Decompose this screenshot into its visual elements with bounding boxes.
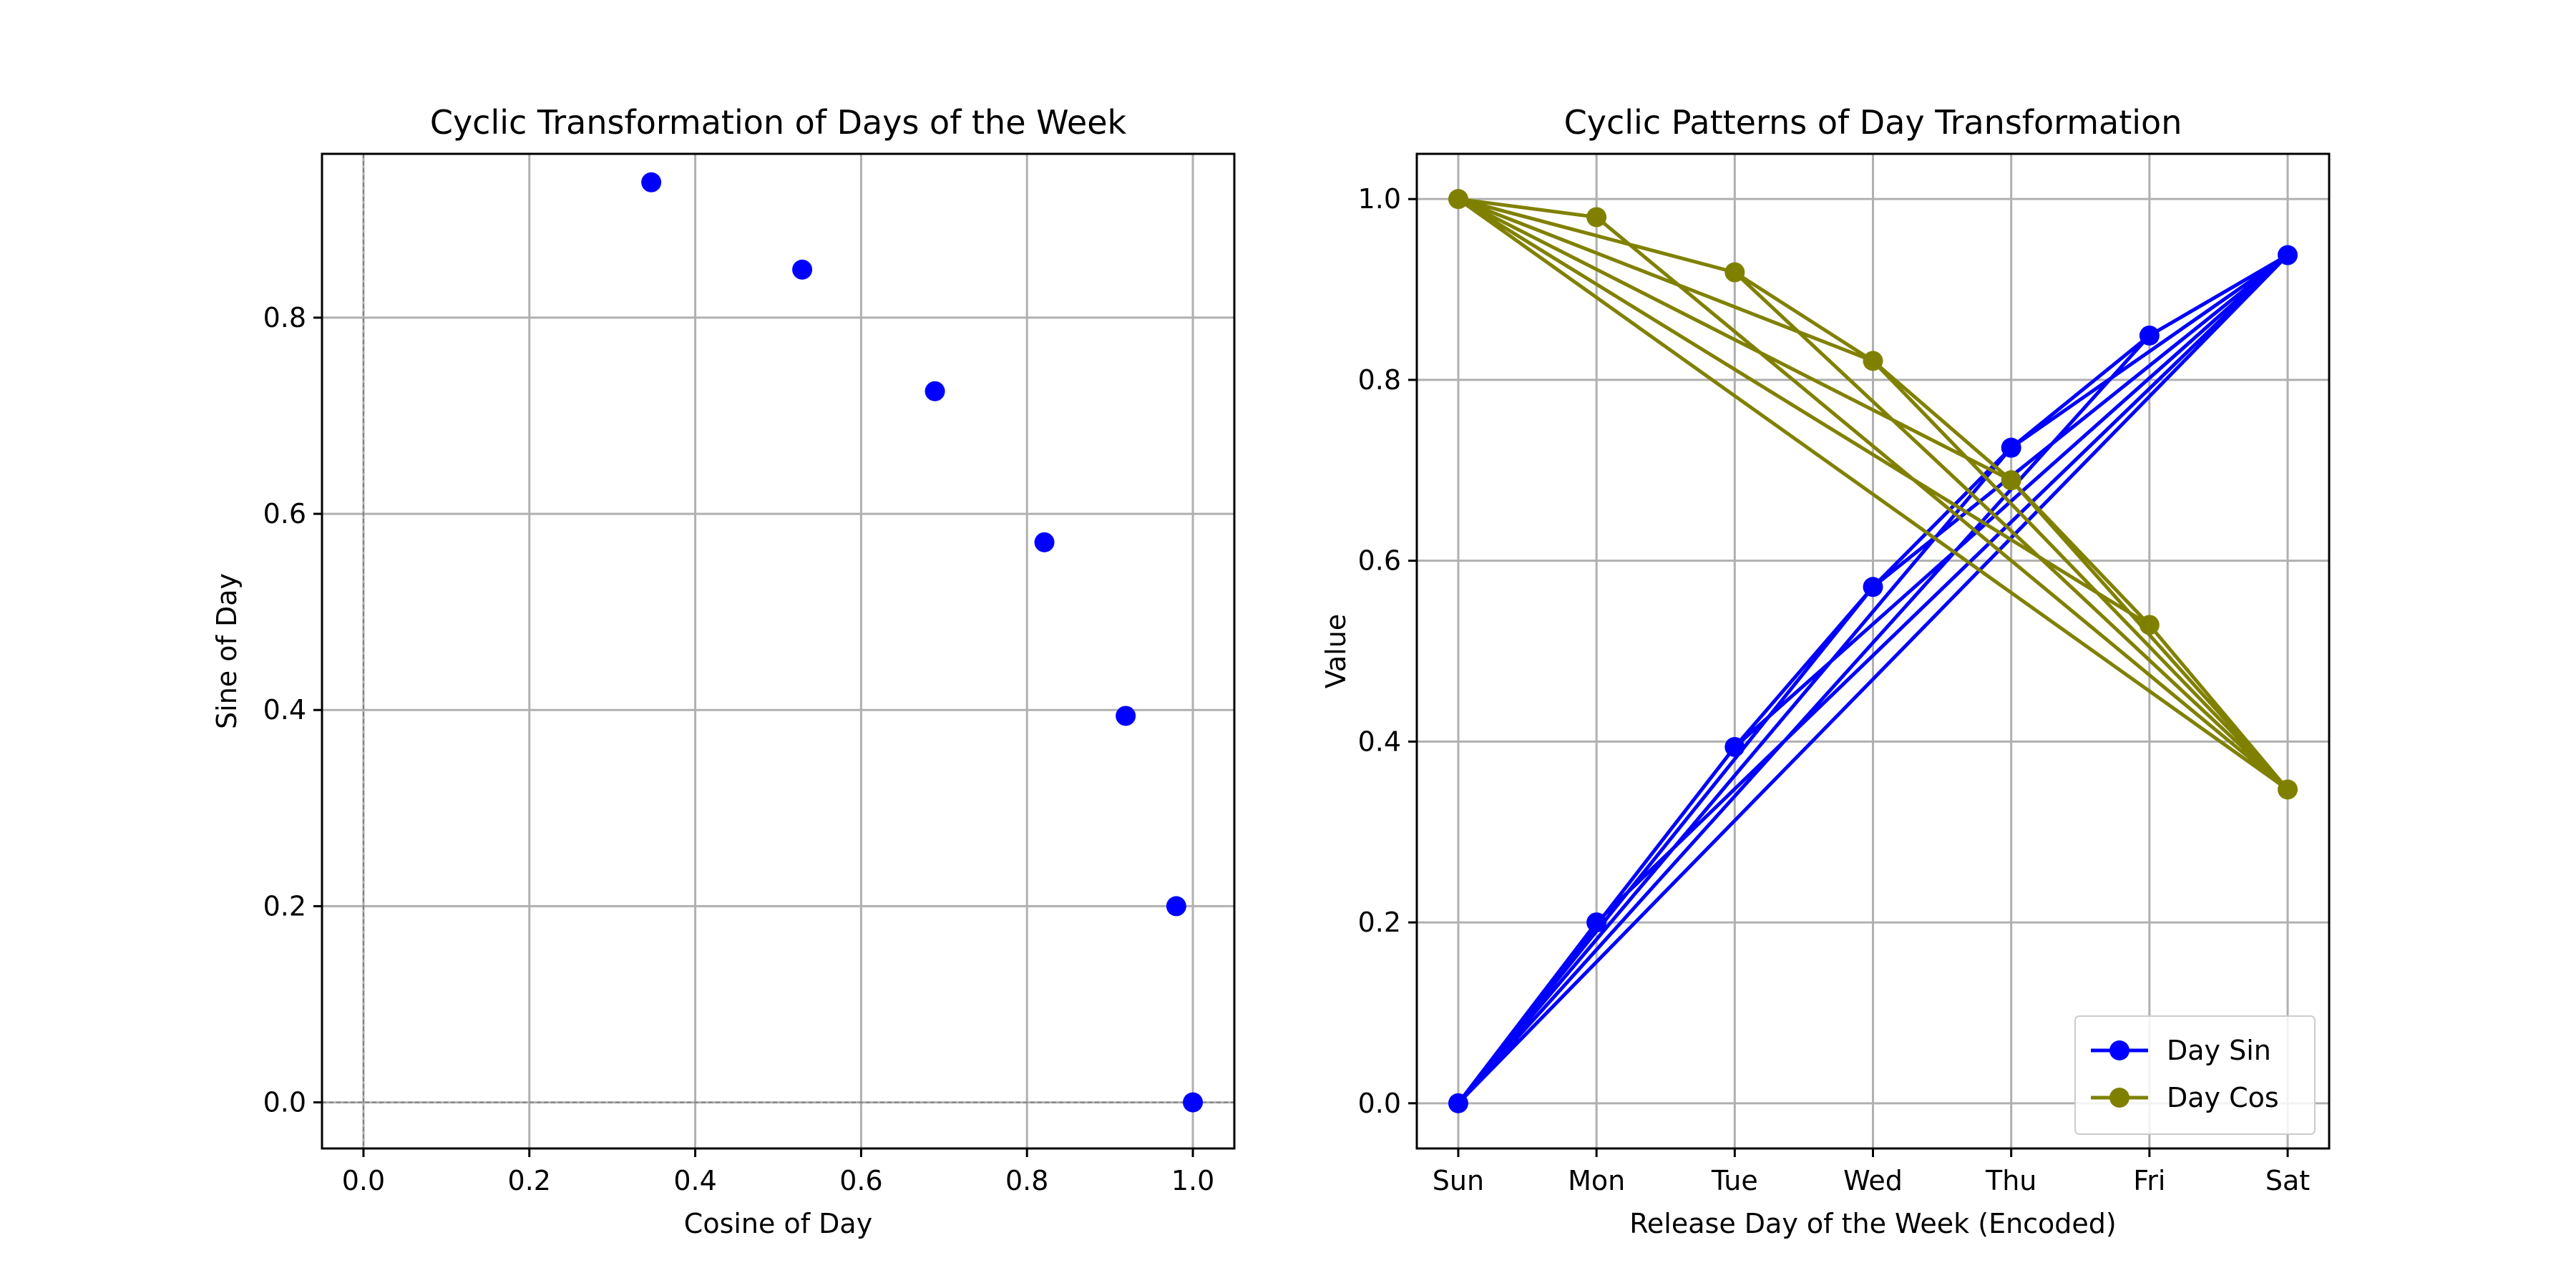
scatter-point bbox=[1166, 896, 1186, 917]
scatter-point bbox=[924, 381, 945, 401]
scatter-y-tick-label: 0.4 bbox=[263, 694, 306, 726]
legend-item-day-cos: Day Cos bbox=[2091, 1082, 2279, 1113]
scatter-point bbox=[1183, 1092, 1204, 1113]
line-y-tick-label: 0.8 bbox=[1358, 364, 1401, 396]
line-gridlines bbox=[1417, 154, 2329, 1148]
line-x-tick-label: Thu bbox=[1985, 1165, 2036, 1196]
scatter-x-ticks: 0.0 0.2 0.4 0.6 0.8 1.0 bbox=[342, 1148, 1214, 1196]
scatter-x-tick-label: 0.4 bbox=[673, 1165, 716, 1196]
series-point-day-sin bbox=[1863, 577, 1883, 597]
series-point-day-cos bbox=[1586, 207, 1607, 228]
line-y-ticks: 0.0 0.2 0.4 0.6 0.8 1.0 bbox=[1358, 183, 1417, 1119]
scatter-y-tick-label: 0.8 bbox=[263, 302, 306, 333]
series-line-day-cos bbox=[1456, 197, 2290, 791]
series-point-day-sin bbox=[1724, 736, 1745, 757]
scatter-x-tick-label: 0.0 bbox=[342, 1165, 385, 1196]
line-panel: Sun Mon Tue Wed Thu Fri Sat 0.0 0.2 0.4 0.6 0.8 1.0… bbox=[1320, 103, 2331, 1239]
scatter-y-tick-label: 0.2 bbox=[263, 890, 306, 922]
series-point-day-sin bbox=[2139, 325, 2160, 346]
scatter-x-axis-label: Cosine of Day bbox=[684, 1208, 872, 1239]
scatter-point bbox=[641, 172, 662, 192]
legend-swatch-marker bbox=[2109, 1040, 2129, 1060]
series-point-day-sin bbox=[2001, 437, 2021, 458]
legend: Day Sin Day Cos bbox=[2074, 1015, 2316, 1135]
line-x-ticks: Sun Mon Tue Wed Thu Fri Sat bbox=[1433, 1148, 2310, 1196]
series-day-cos bbox=[1448, 189, 2298, 800]
series-point-day-cos bbox=[2001, 470, 2021, 491]
series-point-day-sin bbox=[2278, 245, 2298, 265]
series-point-day-sin bbox=[1448, 1093, 1468, 1113]
scatter-gridlines bbox=[322, 154, 1234, 1148]
series-day-sin bbox=[1448, 245, 2298, 1113]
line-x-tick-label: Sun bbox=[1433, 1165, 1484, 1196]
legend-items: Day Sin Day Cos bbox=[2091, 1035, 2279, 1113]
scatter-points bbox=[641, 172, 1204, 1113]
series-point-day-cos bbox=[1724, 262, 1745, 283]
scatter-point bbox=[1034, 532, 1055, 552]
scatter-x-tick-label: 1.0 bbox=[1171, 1165, 1214, 1196]
legend-swatch-marker bbox=[2109, 1088, 2129, 1108]
series-line-day-sin bbox=[1456, 253, 2290, 1106]
line-y-tick-label: 0.6 bbox=[1358, 545, 1401, 577]
scatter-x-tick-label: 0.2 bbox=[508, 1165, 551, 1196]
legend-item-day-sin: Day Sin bbox=[2091, 1035, 2271, 1066]
line-y-tick-label: 0.4 bbox=[1358, 726, 1401, 757]
series-point-day-cos bbox=[1448, 189, 1468, 210]
line-x-tick-label: Tue bbox=[1711, 1165, 1758, 1196]
line-y-axis-label: Value bbox=[1320, 614, 1352, 688]
scatter-panel: 0.0 0.2 0.4 0.6 0.8 1.0 0.0 0.2 0.4 0.6 0.8 Cycli… bbox=[211, 103, 1236, 1239]
line-x-tick-label: Wed bbox=[1843, 1165, 1903, 1196]
line-y-tick-label: 0.0 bbox=[1358, 1088, 1401, 1119]
legend-label: Day Sin bbox=[2167, 1035, 2271, 1066]
line-x-axis-label: Release Day of the Week (Encoded) bbox=[1629, 1208, 2117, 1239]
line-y-tick-label: 0.2 bbox=[1358, 907, 1401, 938]
scatter-point bbox=[1116, 706, 1136, 726]
series-point-day-cos bbox=[2139, 615, 2160, 635]
scatter-x-tick-label: 0.6 bbox=[839, 1165, 882, 1196]
scatter-title: Cyclic Transformation of Days of the Wee… bbox=[430, 103, 1127, 142]
legend-box bbox=[2074, 1015, 2316, 1135]
scatter-x-tick-label: 0.8 bbox=[1005, 1165, 1048, 1196]
line-x-tick-label: Mon bbox=[1568, 1165, 1625, 1196]
series-point-day-cos bbox=[1863, 351, 1883, 371]
scatter-y-ticks: 0.0 0.2 0.4 0.6 0.8 bbox=[263, 302, 322, 1118]
scatter-y-axis-label: Sine of Day bbox=[211, 573, 243, 729]
scatter-y-tick-label: 0.6 bbox=[263, 498, 306, 530]
line-series-group bbox=[1448, 189, 2298, 1113]
line-title: Cyclic Patterns of Day Transformation bbox=[1564, 103, 2182, 142]
scatter-axes-frame bbox=[321, 152, 1236, 1150]
legend-label: Day Cos bbox=[2167, 1082, 2279, 1113]
line-x-tick-label: Fri bbox=[2133, 1165, 2165, 1196]
line-y-tick-label: 1.0 bbox=[1358, 183, 1401, 215]
scatter-y-tick-label: 0.0 bbox=[263, 1087, 306, 1118]
scatter-reference-lines bbox=[322, 154, 1234, 1148]
line-x-tick-label: Sat bbox=[2265, 1165, 2310, 1196]
series-point-day-sin bbox=[1586, 912, 1607, 933]
series-point-day-cos bbox=[2278, 779, 2298, 800]
scatter-point bbox=[792, 259, 813, 280]
